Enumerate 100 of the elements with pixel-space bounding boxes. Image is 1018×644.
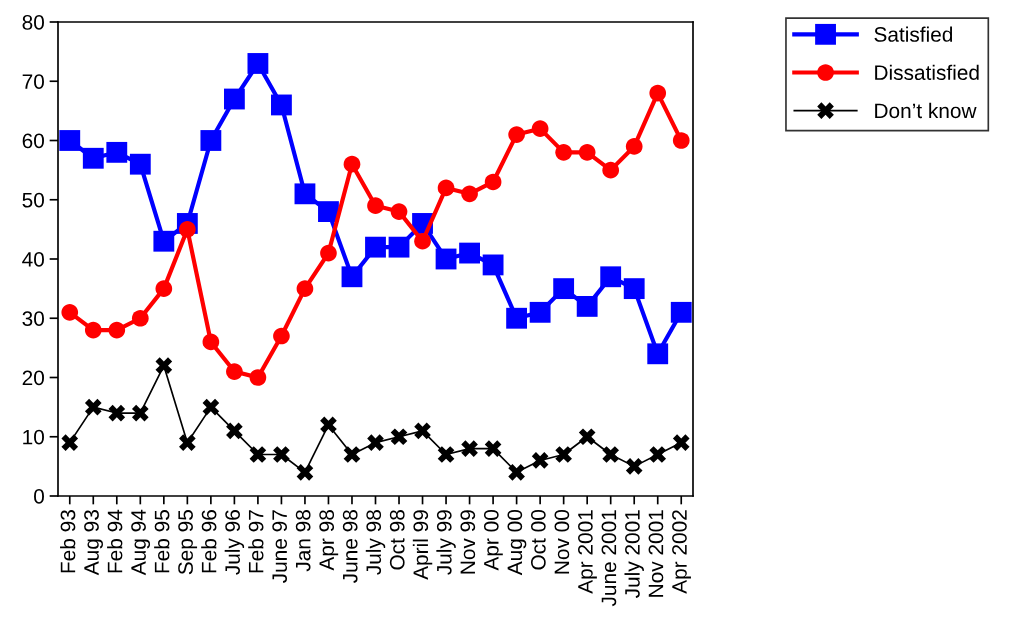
x-tick-label: Nov 99 [460, 510, 476, 574]
point [578, 144, 596, 161]
x-tick-label: Aug 93 [84, 510, 103, 576]
point [273, 446, 290, 463]
y-tick-label: 60 [22, 133, 44, 149]
point [273, 327, 290, 345]
x-tick-label: Feb 96 [201, 510, 217, 573]
x-tick-label: Feb 94 [107, 509, 123, 573]
point [529, 301, 551, 323]
point [320, 244, 337, 262]
x-tick-label: Apr 2001 [578, 510, 597, 594]
point [649, 446, 667, 463]
point [271, 94, 292, 116]
point [437, 446, 455, 463]
x-tick-label: Feb 95 [154, 510, 170, 573]
point [484, 173, 502, 191]
x-tick-label: Aug 00 [507, 510, 527, 576]
point [670, 301, 692, 323]
point [155, 280, 173, 297]
x-tick-label: June 98 [342, 510, 358, 583]
point [226, 363, 243, 380]
point [365, 236, 386, 258]
point [155, 357, 173, 374]
point [341, 266, 363, 288]
point [553, 278, 575, 300]
point [506, 307, 528, 329]
point [625, 138, 643, 155]
point [296, 463, 314, 481]
point [508, 463, 525, 481]
x-tick-label: June 97 [272, 510, 288, 583]
x-tick-label: Feb 97 [248, 510, 264, 573]
point [320, 416, 337, 434]
point [508, 126, 525, 143]
point [482, 254, 504, 276]
point [202, 333, 220, 351]
point [576, 295, 598, 317]
point [84, 398, 102, 416]
y-tick-label: 10 [23, 429, 44, 445]
x-tick-label: Feb 93 [60, 510, 76, 573]
point [61, 434, 79, 452]
point [390, 428, 408, 446]
legend-label: Dissatisfied [875, 64, 979, 80]
point [414, 232, 431, 250]
x-tick-label: July 2001 [624, 510, 644, 599]
x-tick-label: Apr 2002 [672, 510, 691, 594]
x-tick-label: Jan 98 [295, 510, 311, 572]
point [555, 144, 572, 161]
point [461, 440, 478, 457]
point [202, 398, 220, 416]
point [555, 446, 572, 463]
point [61, 303, 79, 321]
x-tick-label: Nov 2001 [648, 510, 664, 597]
point [459, 242, 480, 264]
point [296, 280, 314, 297]
point [226, 422, 243, 440]
y-tick-label: 50 [22, 192, 44, 208]
x-tick-label: Aug 94 [131, 509, 151, 576]
point [294, 183, 316, 205]
point [367, 434, 384, 452]
point [59, 130, 81, 151]
x-tick-label: July 96 [224, 510, 245, 575]
y-tick-label: 70 [22, 74, 44, 89]
point [672, 434, 690, 452]
point [108, 404, 126, 422]
point [343, 446, 361, 463]
x-tick-label: Sep 95 [178, 510, 198, 575]
point [106, 141, 128, 163]
point [84, 321, 102, 339]
point [249, 369, 267, 386]
point [578, 428, 596, 446]
point [531, 120, 549, 137]
point [108, 321, 126, 339]
point [247, 53, 269, 74]
point [82, 147, 104, 169]
x-tick-label: July 99 [436, 510, 456, 575]
x-tick-label: Oct 98 [389, 510, 405, 570]
point [625, 458, 643, 475]
x-tick-label: Nov 00 [554, 510, 570, 574]
point [223, 88, 245, 110]
point [153, 230, 175, 252]
x-tick-label: April 99 [412, 510, 433, 580]
point [179, 434, 196, 452]
point [414, 422, 431, 440]
point [600, 266, 622, 288]
point [435, 248, 457, 270]
point [602, 446, 620, 463]
point [318, 201, 339, 223]
point [461, 185, 478, 203]
point [129, 153, 151, 175]
x-tick-label: Oct 00 [530, 510, 546, 570]
point [388, 236, 410, 258]
x-tick-label: Apr 00 [483, 510, 503, 571]
y-tick-label: 20 [22, 370, 44, 386]
point [649, 84, 667, 102]
x-tick-label: June 2001 [601, 510, 617, 607]
point [531, 452, 549, 469]
point [249, 446, 267, 463]
point [602, 161, 620, 179]
legend-label: Don’t know [875, 102, 977, 119]
point [623, 278, 645, 300]
